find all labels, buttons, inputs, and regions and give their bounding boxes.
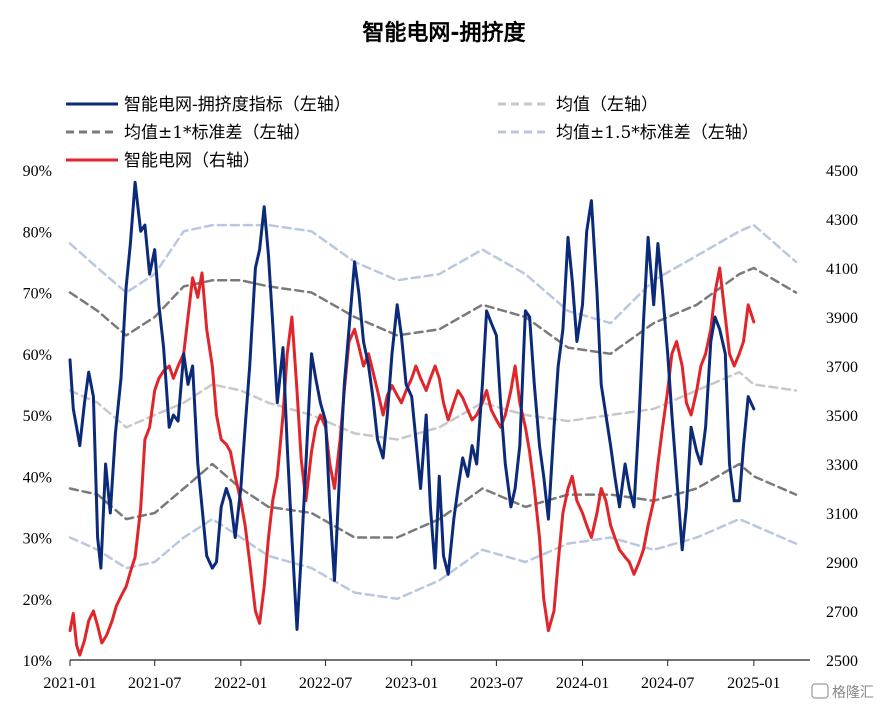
- x-tick-label: 2024-01: [556, 675, 609, 692]
- x-tick-label: 2022-01: [214, 675, 267, 692]
- series-line-sd15-upper: [68, 223, 798, 325]
- legend-label-mean: 均值（左轴）: [556, 95, 658, 115]
- y-left-tick-label: 80%: [23, 224, 52, 241]
- y-left-tick-label: 60%: [23, 347, 52, 364]
- y-left-tick-label: 20%: [23, 592, 52, 609]
- y-left-tick-label: 90%: [23, 163, 52, 180]
- y-left-tick-label: 50%: [23, 408, 52, 425]
- y-right-tick-label: 4500: [826, 163, 858, 180]
- watermark-logo-icon: [811, 683, 829, 699]
- y-right-tick-label: 2700: [826, 604, 858, 621]
- y-right-tick-label: 2500: [826, 653, 858, 670]
- watermark-text: 格隆汇: [832, 685, 874, 701]
- x-tick-label: 2022-07: [299, 675, 352, 692]
- y-right-tick-label: 3900: [826, 310, 858, 327]
- series-line-sd1-upper: [68, 266, 798, 356]
- series-line-price: [68, 266, 756, 657]
- x-tick-label: 2023-01: [385, 675, 438, 692]
- legend: 智能电网-拥挤度指标（左轴） 均值（左轴） 均值±1*标准差（左轴） 均值±1.…: [66, 95, 759, 171]
- series-layer: [68, 180, 798, 657]
- x-tick-label: 2021-01: [43, 675, 96, 692]
- y-left-tick-label: 70%: [23, 286, 52, 303]
- series-line-sd1-lower: [68, 462, 798, 539]
- y-right-tick-label: 4100: [826, 261, 858, 278]
- y-right-tick-label: 3700: [826, 359, 858, 376]
- legend-label-sd15: 均值±1.5*标准差（左轴）: [556, 123, 759, 143]
- legend-label-crowding: 智能电网-拥挤度指标（左轴）: [124, 95, 351, 115]
- legend-label-sd1: 均值±1*标准差（左轴）: [124, 123, 311, 143]
- x-tick-label: 2025-01: [727, 675, 780, 692]
- series-line-mean: [68, 370, 798, 441]
- y-right-tick-label: 3300: [826, 457, 858, 474]
- legend-label-price: 智能电网（右轴）: [124, 151, 260, 171]
- x-tick-label: 2024-07: [641, 675, 694, 692]
- chart-title: 智能电网-拥挤度: [362, 20, 526, 46]
- y-left-tick-label: 10%: [23, 653, 52, 670]
- y-left-tick-label: 40%: [23, 469, 52, 486]
- y-right-tick-label: 2900: [826, 555, 858, 572]
- x-tick-label: 2023-07: [470, 675, 523, 692]
- y-right-tick-label: 3500: [826, 408, 858, 425]
- y-right-tick-label: 3100: [826, 506, 858, 523]
- y-right-tick-label: 4300: [826, 212, 858, 229]
- y-left-tick-label: 30%: [23, 531, 52, 548]
- watermark: 格隆汇: [811, 683, 874, 701]
- x-tick-label: 2021-07: [128, 675, 181, 692]
- axes: 10% 20% 30% 40% 50% 60% 70% 80% 90% 2500 2700 2900 3…: [23, 163, 858, 692]
- series-line-crowding: [68, 180, 756, 631]
